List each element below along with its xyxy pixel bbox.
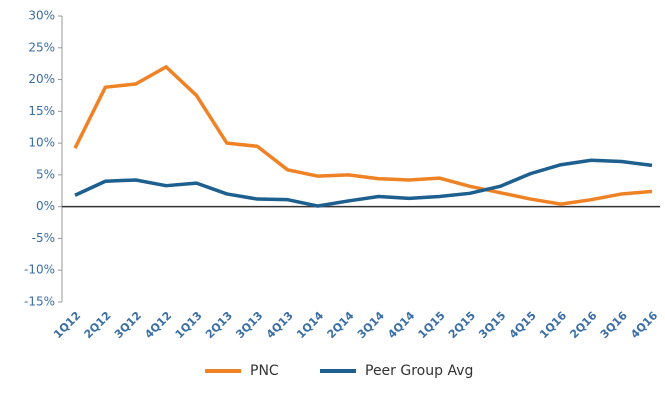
y-tick-label: 30% (28, 9, 55, 23)
x-tick-label: 1Q14 (294, 309, 326, 341)
y-tick-label: 5% (36, 167, 55, 181)
y-tick-label: 20% (28, 72, 55, 86)
x-tick-label: 3Q16 (598, 309, 630, 341)
x-tick-label: 4Q15 (507, 309, 539, 341)
x-tick-label: 1Q16 (537, 309, 569, 341)
x-tick-label: 3Q14 (355, 309, 387, 341)
x-tick-label: 3Q12 (112, 309, 144, 341)
x-tick-label: 2Q12 (82, 309, 114, 341)
y-tick-label: -10% (24, 263, 55, 277)
y-tick-label: 10% (28, 136, 55, 150)
x-tick-label: 4Q16 (628, 309, 660, 341)
y-tick-label: 0% (36, 199, 55, 213)
legend-label: PNC (250, 363, 279, 379)
x-tick-label: 4Q13 (264, 309, 296, 341)
legend-label: Peer Group Avg (365, 363, 473, 379)
x-tick-label: 3Q13 (233, 309, 265, 341)
x-tick-label: 4Q14 (385, 309, 417, 341)
x-tick-label: 1Q15 (416, 309, 448, 341)
x-tick-label: 1Q12 (51, 309, 83, 341)
y-tick-label: -5% (32, 231, 55, 245)
x-tick-label: 1Q13 (173, 309, 205, 341)
x-tick-label: 2Q16 (567, 309, 599, 341)
series-line (74, 158, 653, 208)
x-tick-label: 3Q15 (476, 309, 508, 341)
x-tick-label: 4Q12 (142, 309, 174, 341)
x-tick-label: 2Q15 (446, 309, 478, 341)
y-tick-label: -15% (24, 295, 55, 309)
x-tick-label: 2Q14 (325, 309, 357, 341)
x-tick-label: 2Q13 (203, 309, 235, 341)
y-tick-label: 25% (28, 40, 55, 54)
y-tick-label: 15% (28, 104, 55, 118)
series-line (73, 65, 653, 206)
